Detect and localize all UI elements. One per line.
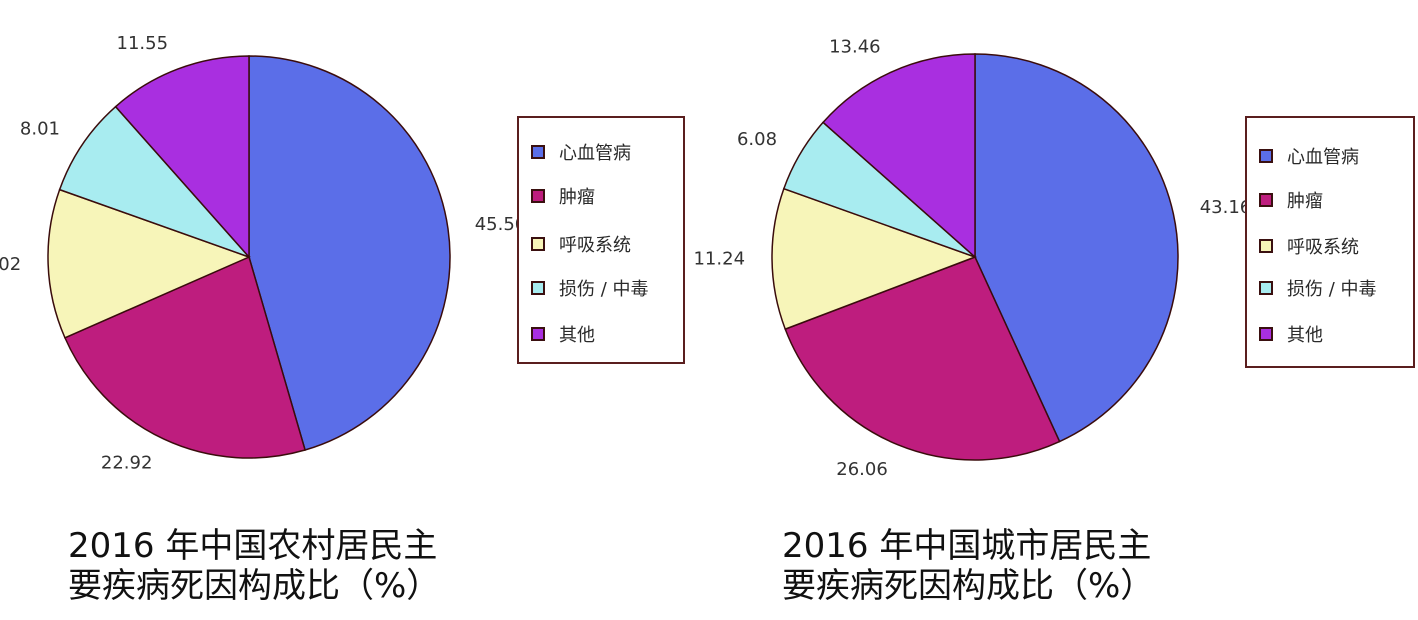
legend-label-cardiovascular: 心血管病 <box>1287 147 1359 168</box>
legend-swatch-other <box>531 327 545 341</box>
legend-item-cardiovascular: 心血管病 <box>1259 144 1359 168</box>
rural-pie-svg: 45.50 22.92 12.02 8.01 11.55 <box>0 33 527 474</box>
legend-item-injury: 损伤 / 中毒 <box>1259 276 1377 300</box>
urban-title-line2: 要疾病死因构成比（%） <box>782 566 1155 606</box>
urban-title-line1: 2016 年中国城市居民主 <box>782 526 1152 566</box>
pie-slice-cardiovascular <box>974 53 1179 443</box>
slice-value-label-other: 13.46 <box>829 36 881 57</box>
legend-item-tumor: 肿瘤 <box>531 184 595 208</box>
slice-value-label-other: 11.55 <box>117 33 169 54</box>
legend-label-other: 其他 <box>559 325 595 346</box>
slice-value-label-respiratory: 12.02 <box>0 254 21 275</box>
pie-slice-injury <box>58 105 250 258</box>
legend-label-other: 其他 <box>1287 325 1323 346</box>
slice-value-label-respiratory: 11.24 <box>693 248 745 269</box>
legend-item-other: 其他 <box>531 322 595 346</box>
legend-swatch-respiratory <box>1259 239 1273 253</box>
slice-value-label-tumor: 22.92 <box>101 453 153 474</box>
pie-slice-respiratory <box>771 187 978 331</box>
legend-item-respiratory: 呼吸系统 <box>1259 234 1359 258</box>
legend-swatch-respiratory <box>531 237 545 251</box>
legend-swatch-tumor <box>531 189 545 203</box>
legend-label-tumor: 肿瘤 <box>1287 191 1323 212</box>
rural-pie-chart: 45.50 22.92 12.02 8.01 11.55 心血管病 肿瘤 呼吸系统 损伤… <box>0 33 685 606</box>
legend-label-respiratory: 呼吸系统 <box>1287 237 1359 258</box>
legend-label-injury: 损伤 / 中毒 <box>1287 279 1377 300</box>
legend-label-cardiovascular: 心血管病 <box>559 143 631 164</box>
pie-slice-other <box>822 53 976 259</box>
slice-value-label-cardiovascular: 45.50 <box>475 214 527 235</box>
slice-value-label-injury: 8.01 <box>20 118 60 139</box>
urban-pie-svg: 43.16 26.06 11.24 6.08 13.46 <box>693 36 1252 480</box>
urban-chart-title: 2016 年中国城市居民主 要疾病死因构成比（%） <box>782 526 1154 606</box>
legend-swatch-injury <box>531 281 545 295</box>
pie-slice-respiratory <box>47 188 252 339</box>
slice-value-label-tumor: 26.06 <box>836 459 888 480</box>
rural-legend: 心血管病 肿瘤 呼吸系统 损伤 / 中毒 其他 <box>517 116 685 364</box>
legend-swatch-cardiovascular <box>1259 149 1273 163</box>
slice-value-label-cardiovascular: 43.16 <box>1200 197 1252 218</box>
slice-value-label-injury: 6.08 <box>737 129 777 150</box>
legend-swatch-injury <box>1259 281 1273 295</box>
legend-item-cardiovascular: 心血管病 <box>531 140 631 164</box>
rural-title-line1: 2016 年中国农村居民主 <box>68 526 438 566</box>
legend-item-tumor: 肿瘤 <box>1259 188 1323 212</box>
legend-item-injury: 损伤 / 中毒 <box>531 276 649 300</box>
urban-legend: 心血管病 肿瘤 呼吸系统 损伤 / 中毒 其他 <box>1245 116 1415 368</box>
legend-item-other: 其他 <box>1259 322 1323 346</box>
pie-slice-tumor <box>784 256 1061 461</box>
rural-title-line2: 要疾病死因构成比（%） <box>68 566 441 606</box>
urban-pie-chart: 43.16 26.06 11.24 6.08 13.46 心血管病 肿瘤 呼吸系统 损伤… <box>693 0 1418 620</box>
legend-swatch-tumor <box>1259 193 1273 207</box>
legend-item-respiratory: 呼吸系统 <box>531 232 631 256</box>
legend-label-respiratory: 呼吸系统 <box>559 235 631 256</box>
pie-slice-cardiovascular <box>248 55 451 451</box>
legend-swatch-cardiovascular <box>531 145 545 159</box>
legend-label-injury: 损伤 / 中毒 <box>559 279 649 300</box>
pie-slice-tumor <box>63 255 307 459</box>
pie-slice-other <box>114 55 250 259</box>
legend-swatch-other <box>1259 327 1273 341</box>
rural-chart-title: 2016 年中国农村居民主 要疾病死因构成比（%） <box>68 526 440 606</box>
legend-label-tumor: 肿瘤 <box>559 187 595 208</box>
